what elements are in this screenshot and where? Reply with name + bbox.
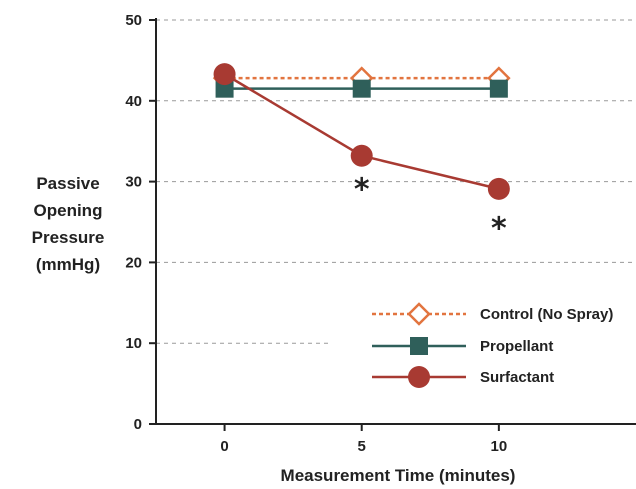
legend-marker-propellant	[410, 337, 428, 355]
y-tick-label: 50	[125, 12, 142, 29]
y-axis-title-line-2: Opening	[34, 201, 103, 220]
x-tick-label: 5	[358, 438, 366, 455]
data-point-propellant	[215, 79, 234, 98]
legend-marker-control-no-spray	[407, 302, 431, 326]
annotations: **	[354, 173, 507, 247]
y-tick-label: 20	[125, 254, 142, 271]
x-axis-title: Measurement Time (minutes)	[281, 466, 516, 485]
y-tick-label: 0	[134, 416, 142, 433]
series	[212, 63, 511, 200]
y-tick-labels: 0 10 20 30 40 50	[125, 12, 142, 433]
y-tick-label: 10	[125, 335, 142, 352]
y-tick-label: 30	[125, 174, 142, 191]
x-tick-label: 10	[491, 438, 508, 455]
y-axis-title-line-3: Pressure	[32, 228, 105, 247]
y-axis-title-line-1: Passive	[36, 174, 99, 193]
x-tick-label: 0	[220, 438, 228, 455]
axes	[149, 18, 636, 431]
data-point-surfactant	[350, 144, 373, 167]
legend-marker-surfactant	[408, 366, 430, 388]
legend-label-propellant: Propellant	[480, 338, 553, 355]
x-tick-labels: 0 5 10	[220, 438, 507, 455]
data-point-surfactant	[487, 177, 510, 200]
legend-label-surfactant: Surfactant	[480, 369, 554, 386]
data-point-surfactant	[213, 63, 236, 86]
significance-asterisk: *	[354, 173, 370, 208]
significance-asterisk: *	[491, 211, 507, 246]
y-axis-title-line-4: (mmHg)	[36, 255, 100, 274]
grid	[156, 19, 636, 344]
data-point-propellant	[489, 79, 508, 98]
data-point-propellant	[352, 79, 371, 98]
y-tick-label: 40	[125, 93, 142, 110]
legend: Control (No Spray) Propellant Surfactant	[372, 302, 613, 388]
legend-label-control-no-spray: Control (No Spray)	[480, 306, 613, 323]
